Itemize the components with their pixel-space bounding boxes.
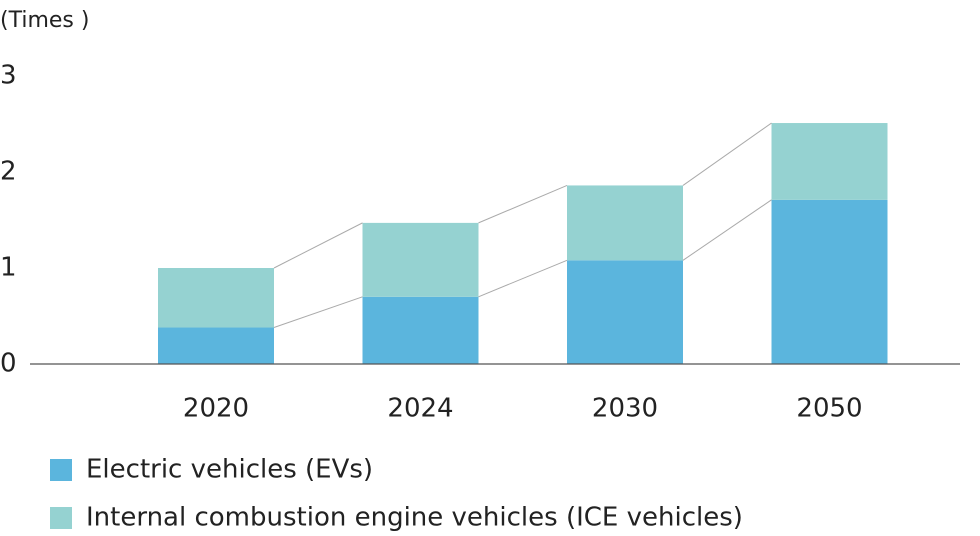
- y-tick-label: 1: [0, 253, 17, 283]
- legend-swatch: [50, 507, 72, 529]
- connector-line: [478, 184, 568, 224]
- bar-segment: [158, 268, 274, 328]
- bar-segment: [567, 185, 683, 261]
- bar-segment: [362, 222, 479, 297]
- y-tick-label: 2: [0, 157, 17, 187]
- bar-segment: [362, 296, 479, 364]
- bar-segment: [567, 260, 683, 364]
- x-tick-label: 2024: [387, 394, 453, 424]
- bar-segment: [771, 123, 888, 200]
- connector-line: [682, 199, 772, 261]
- x-tick-label: 2020: [183, 394, 249, 424]
- y-tick-label: 0: [0, 349, 17, 379]
- x-tick-label: 2050: [796, 394, 862, 424]
- legend-swatch: [50, 459, 72, 481]
- y-tick-label: 3: [0, 61, 17, 91]
- x-tick-label: 2030: [592, 394, 658, 424]
- connector-line: [478, 259, 568, 298]
- bar-segment: [771, 199, 888, 364]
- y-axis-label: (Times ): [0, 8, 89, 33]
- connector-line: [273, 222, 363, 269]
- connector-line: [273, 296, 363, 328]
- connector-line: [682, 122, 772, 186]
- legend-label: Electric vehicles (EVs): [86, 455, 373, 485]
- legend-label: Internal combustion engine vehicles (ICE…: [86, 503, 743, 533]
- bar-segment: [158, 327, 274, 364]
